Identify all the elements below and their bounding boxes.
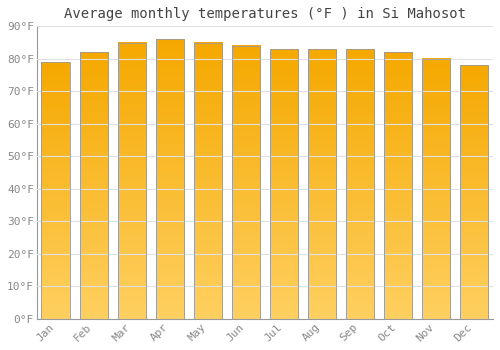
Bar — [194, 43, 222, 319]
Bar — [42, 62, 70, 319]
Bar — [460, 65, 488, 319]
Bar — [346, 49, 374, 319]
Bar — [80, 52, 108, 319]
Title: Average monthly temperatures (°F ) in Si Mahosot: Average monthly temperatures (°F ) in Si… — [64, 7, 466, 21]
Bar — [270, 49, 298, 319]
Bar — [384, 52, 412, 319]
Bar — [422, 59, 450, 319]
Bar — [308, 49, 336, 319]
Bar — [156, 39, 184, 319]
Bar — [118, 43, 146, 319]
Bar — [232, 46, 260, 319]
